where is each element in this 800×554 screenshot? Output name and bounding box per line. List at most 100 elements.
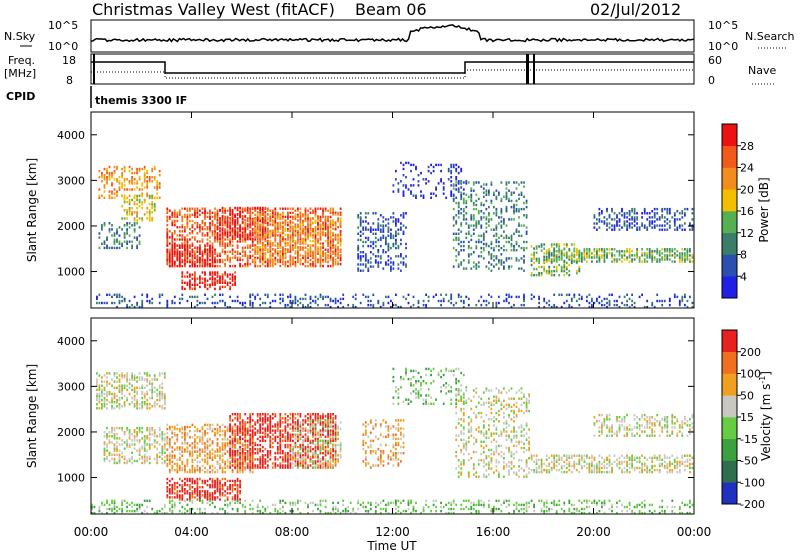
power-cell — [274, 225, 277, 228]
power-cell — [525, 240, 528, 244]
power-colorbar-tick-label: 12 — [740, 227, 754, 240]
power-cell — [249, 223, 252, 226]
power-cell — [186, 207, 189, 210]
power-cell — [327, 260, 329, 263]
power-cell — [271, 221, 274, 224]
velocity-cell — [121, 443, 123, 446]
velocity-cell — [201, 432, 204, 435]
power-cell — [176, 238, 179, 241]
power-cell — [189, 207, 191, 210]
power-cell — [294, 217, 297, 221]
power-cell — [126, 196, 128, 199]
velocity-cell — [123, 374, 126, 377]
power-cell — [214, 215, 216, 219]
power-cell — [133, 230, 136, 233]
power-cell — [287, 207, 289, 210]
power-cell — [264, 213, 267, 216]
power-cell — [196, 303, 199, 307]
power-cell — [141, 200, 144, 204]
power-cell — [146, 299, 149, 303]
power-cell — [121, 171, 123, 175]
velocity-cell — [106, 433, 108, 436]
power-cell — [261, 223, 264, 226]
velocity-cell — [211, 456, 214, 459]
power-cell — [397, 188, 400, 191]
power-cell — [221, 293, 224, 296]
power-cell — [133, 196, 136, 200]
velocity-cell — [126, 396, 128, 400]
power-cell — [422, 303, 425, 307]
velocity-cell — [133, 405, 136, 408]
power-cell — [405, 186, 407, 189]
velocity-cell — [206, 438, 209, 441]
velocity-cell — [123, 401, 126, 404]
power-cell — [575, 272, 578, 275]
power-cell — [294, 246, 297, 249]
power-cell — [101, 174, 103, 177]
power-cell — [606, 207, 608, 211]
power-cell — [196, 264, 199, 268]
velocity-cell — [103, 405, 106, 408]
power-cell — [281, 256, 284, 259]
power-cell — [317, 223, 319, 227]
power-cell — [244, 221, 247, 225]
power-cell — [565, 267, 568, 271]
power-cell — [297, 250, 299, 253]
power-cell — [460, 295, 463, 299]
power-cell — [437, 163, 440, 167]
power-cell — [505, 224, 508, 227]
power-cell — [281, 213, 284, 216]
power-cell — [173, 246, 176, 249]
power-cell — [332, 250, 334, 253]
velocity-cell — [113, 443, 116, 446]
power-cell — [266, 219, 269, 222]
power-cell — [136, 186, 138, 189]
power-cell — [251, 305, 254, 309]
power-cell — [618, 295, 621, 299]
power-cell — [385, 240, 387, 244]
power-cell — [281, 229, 284, 232]
power-cell — [241, 235, 244, 238]
power-cell — [653, 220, 656, 223]
power-cell — [189, 258, 191, 262]
power-cell — [437, 299, 440, 303]
velocity-cell — [141, 403, 144, 406]
power-cell — [226, 250, 229, 253]
power-cell — [229, 273, 231, 276]
power-cell — [221, 279, 224, 282]
power-cell — [460, 193, 463, 196]
power-cell — [181, 254, 184, 258]
power-cell — [623, 224, 626, 227]
power-cell — [302, 242, 304, 245]
power-cell — [261, 258, 264, 262]
power-cell — [168, 256, 171, 260]
power-cell — [128, 165, 131, 169]
power-cell — [555, 305, 558, 309]
power-cell — [555, 267, 558, 271]
velocity-cell — [146, 378, 149, 381]
power-cell — [643, 207, 646, 211]
power-cell — [312, 235, 314, 239]
power-cell — [214, 223, 216, 227]
power-cell — [176, 226, 179, 229]
power-cell — [357, 257, 360, 260]
power-cell — [118, 295, 121, 299]
velocity-cell — [229, 454, 231, 457]
power-cell — [274, 227, 277, 230]
power-cell — [98, 176, 101, 179]
velocity-cell — [136, 431, 138, 434]
power-cell — [194, 221, 196, 225]
power-cell — [209, 221, 211, 225]
power-cell — [317, 297, 319, 301]
velocity-cell — [111, 453, 113, 456]
velocity-cell — [131, 372, 133, 375]
power-cell — [319, 252, 322, 255]
power-cell — [324, 232, 327, 235]
power-cell — [264, 254, 267, 257]
power-cell — [279, 215, 282, 218]
power-cell — [462, 301, 465, 305]
power-cell — [201, 232, 204, 235]
power-cell — [681, 254, 684, 257]
power-cell — [686, 305, 689, 309]
power-cell — [297, 207, 299, 210]
